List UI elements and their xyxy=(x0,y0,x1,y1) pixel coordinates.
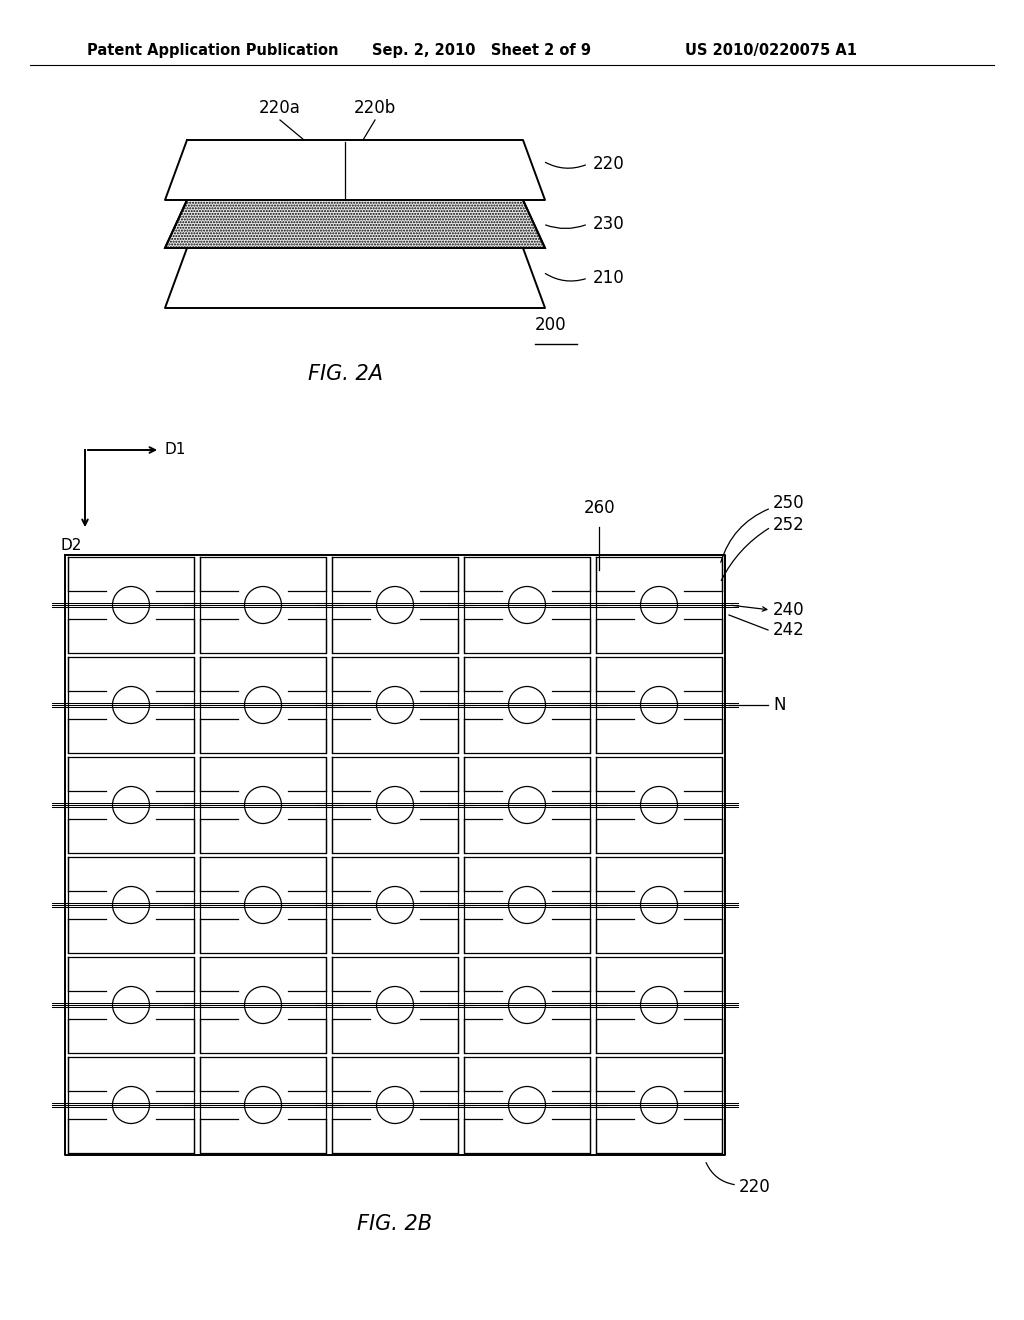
Circle shape xyxy=(245,986,282,1023)
Polygon shape xyxy=(165,201,545,248)
Circle shape xyxy=(113,787,150,824)
Circle shape xyxy=(113,586,150,623)
Circle shape xyxy=(377,686,414,723)
Circle shape xyxy=(113,686,150,723)
Polygon shape xyxy=(165,248,545,308)
Circle shape xyxy=(509,686,546,723)
Circle shape xyxy=(640,787,678,824)
Circle shape xyxy=(377,986,414,1023)
Circle shape xyxy=(509,1086,546,1123)
Text: 250: 250 xyxy=(773,494,805,512)
Circle shape xyxy=(377,787,414,824)
Text: N: N xyxy=(773,696,785,714)
Text: 200: 200 xyxy=(535,315,566,334)
Circle shape xyxy=(640,586,678,623)
Text: 240: 240 xyxy=(773,601,805,619)
Text: US 2010/0220075 A1: US 2010/0220075 A1 xyxy=(685,42,857,58)
Circle shape xyxy=(640,986,678,1023)
Text: Patent Application Publication: Patent Application Publication xyxy=(87,42,339,58)
Circle shape xyxy=(245,787,282,824)
Circle shape xyxy=(113,1086,150,1123)
Text: 220: 220 xyxy=(739,1177,771,1196)
Text: 230: 230 xyxy=(593,215,625,234)
Text: 252: 252 xyxy=(773,516,805,535)
Text: 220a: 220a xyxy=(259,99,301,117)
Circle shape xyxy=(640,686,678,723)
Circle shape xyxy=(113,887,150,924)
Text: 210: 210 xyxy=(593,269,625,286)
Circle shape xyxy=(113,986,150,1023)
Text: 260: 260 xyxy=(584,499,615,517)
Text: 220: 220 xyxy=(593,154,625,173)
Circle shape xyxy=(377,1086,414,1123)
Polygon shape xyxy=(165,140,545,201)
Circle shape xyxy=(509,787,546,824)
Circle shape xyxy=(245,586,282,623)
Circle shape xyxy=(245,686,282,723)
Circle shape xyxy=(245,887,282,924)
Text: D2: D2 xyxy=(60,537,81,553)
Circle shape xyxy=(377,887,414,924)
Text: FIG. 2A: FIG. 2A xyxy=(307,364,383,384)
Circle shape xyxy=(509,887,546,924)
Circle shape xyxy=(509,586,546,623)
Text: 220b: 220b xyxy=(354,99,396,117)
Circle shape xyxy=(640,1086,678,1123)
Text: 242: 242 xyxy=(773,620,805,639)
Text: FIG. 2B: FIG. 2B xyxy=(357,1214,432,1234)
Circle shape xyxy=(509,986,546,1023)
Circle shape xyxy=(245,1086,282,1123)
Circle shape xyxy=(640,887,678,924)
Text: Sep. 2, 2010   Sheet 2 of 9: Sep. 2, 2010 Sheet 2 of 9 xyxy=(372,42,591,58)
Circle shape xyxy=(377,586,414,623)
Text: D1: D1 xyxy=(165,442,186,458)
